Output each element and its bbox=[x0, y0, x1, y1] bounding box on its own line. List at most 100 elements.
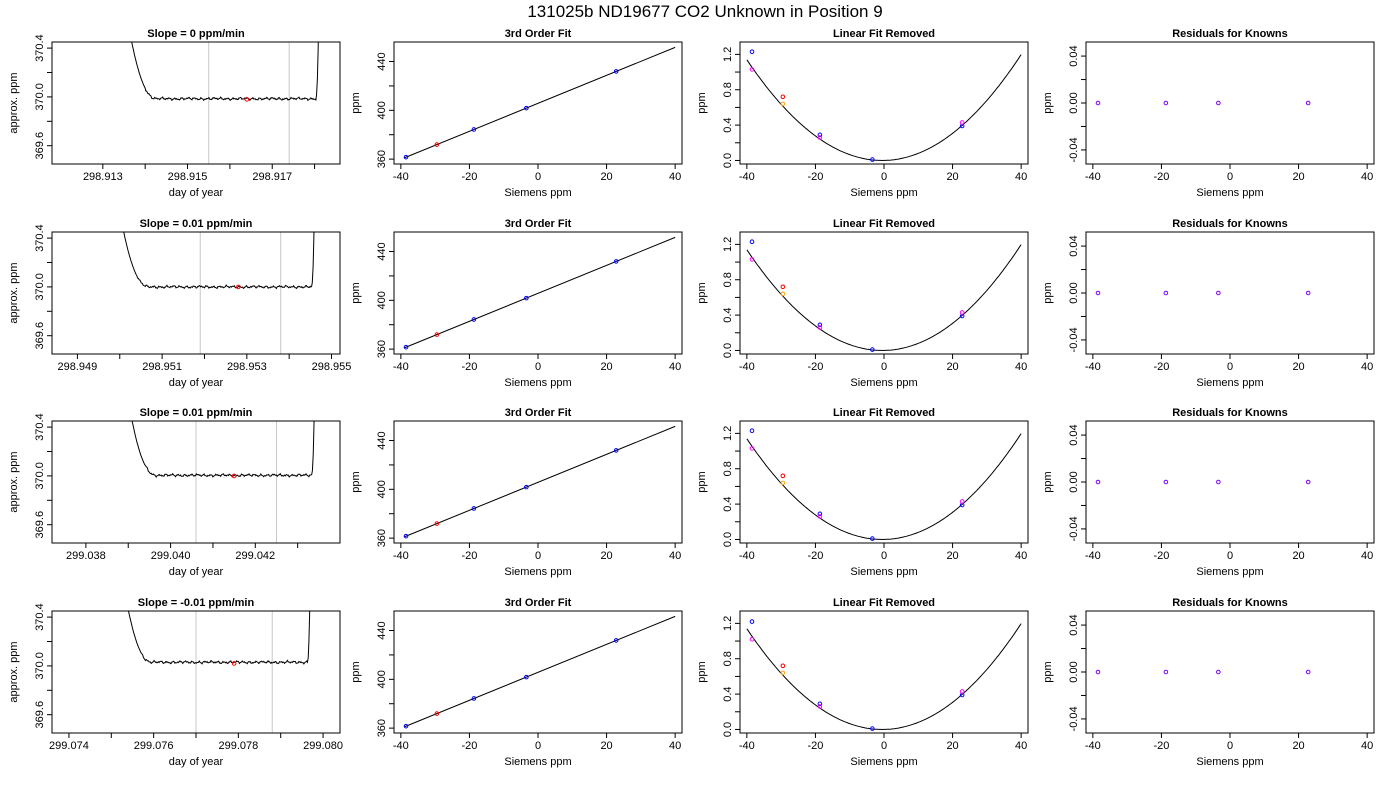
data-point bbox=[749, 257, 755, 262]
y-tick-label: 370.0 bbox=[34, 652, 46, 680]
residual-point bbox=[1095, 479, 1101, 485]
data-point bbox=[749, 619, 755, 624]
data-point bbox=[959, 689, 965, 694]
panel-title: Residuals for Knowns bbox=[1172, 407, 1288, 419]
fit-line bbox=[404, 425, 676, 538]
x-axis-label: day of year bbox=[169, 377, 224, 389]
panel-title: 3rd Order Fit bbox=[505, 28, 572, 40]
figure-title: 131025b ND19677 CO2 Unknown in Position … bbox=[527, 2, 882, 21]
panel-r4-c4: Residuals for Knowns -40 -20 0 20 40 -0.04 0.00… bbox=[1042, 597, 1375, 768]
x-tick-label: 298.949 bbox=[58, 361, 98, 373]
x-tick-label: 0 bbox=[881, 361, 887, 373]
y-axis-label: ppm bbox=[350, 92, 362, 113]
data-point bbox=[471, 696, 477, 701]
y-tick-label: 369.6 bbox=[34, 322, 46, 350]
y-tick-label: 0.8 bbox=[722, 272, 734, 287]
panel-title: Slope = -0.01 ppm/min bbox=[138, 597, 255, 609]
y-axis-label: ppm bbox=[1042, 471, 1054, 492]
x-tick-label: 40 bbox=[1015, 550, 1027, 562]
panel-title: 3rd Order Fit bbox=[505, 218, 572, 230]
x-tick-label: 40 bbox=[1015, 361, 1027, 373]
y-tick-label: 0.00 bbox=[1068, 92, 1080, 113]
x-tick-label: 0 bbox=[881, 740, 887, 752]
x-tick-label: 0 bbox=[1227, 171, 1233, 183]
y-tick-label: 370.4 bbox=[34, 603, 46, 631]
y-tick-label: 0.00 bbox=[1068, 471, 1080, 492]
fit-line bbox=[404, 615, 676, 728]
panel-r4-c2: 3rd Order Fit -40 -20 0 20 40 360 400 440 Siemens… bbox=[350, 597, 683, 768]
x-tick-label: 20 bbox=[600, 361, 612, 373]
y-tick-label: -0.04 bbox=[1068, 327, 1080, 352]
x-axis-label: Siemens ppm bbox=[850, 187, 917, 199]
y-axis-label: approx. ppm bbox=[8, 451, 20, 512]
x-tick-label: 0 bbox=[535, 171, 541, 183]
data-point bbox=[403, 533, 409, 539]
plot-area bbox=[403, 425, 676, 539]
data-point bbox=[817, 704, 823, 709]
panel-title: Residuals for Knowns bbox=[1172, 597, 1288, 609]
y-tick-label: 370.4 bbox=[34, 413, 46, 441]
plot-frame bbox=[393, 231, 683, 355]
panel-title: Linear Fit Removed bbox=[833, 407, 935, 419]
data-point bbox=[613, 638, 619, 643]
data-point bbox=[471, 127, 477, 132]
x-tick-label: 299.076 bbox=[134, 740, 174, 752]
y-tick-label: 0.00 bbox=[1068, 661, 1080, 682]
x-tick-label: 299.074 bbox=[49, 740, 89, 752]
x-tick-label: 0 bbox=[535, 740, 541, 752]
unknown-marker bbox=[231, 661, 237, 666]
plot-area bbox=[131, 421, 315, 543]
x-tick-label: 298.951 bbox=[142, 361, 182, 373]
residual-point bbox=[1216, 100, 1221, 106]
panel-title: Residuals for Knowns bbox=[1172, 218, 1288, 230]
x-tick-label: -40 bbox=[739, 171, 755, 183]
y-tick-label: 1.2 bbox=[722, 237, 734, 252]
data-point bbox=[749, 239, 755, 245]
y-tick-label: 0.00 bbox=[1068, 282, 1080, 303]
data-point bbox=[780, 480, 786, 486]
residual-point bbox=[1163, 669, 1169, 675]
x-tick-label: -40 bbox=[739, 740, 755, 752]
panel-r1-c4: Residuals for Knowns -40 -20 0 20 40 -0.04 0.00… bbox=[1042, 28, 1375, 199]
x-tick-label: 299.040 bbox=[151, 550, 191, 562]
x-tick-label: 40 bbox=[669, 171, 681, 183]
y-tick-label: 370.4 bbox=[34, 224, 46, 252]
x-tick-label: -20 bbox=[461, 361, 477, 373]
plot-area bbox=[403, 46, 676, 160]
plot-area bbox=[746, 239, 1022, 352]
data-point bbox=[870, 726, 875, 731]
y-tick-label: 369.6 bbox=[34, 511, 46, 539]
data-point bbox=[524, 295, 529, 301]
x-tick-label: 20 bbox=[1292, 550, 1304, 562]
plot-frame bbox=[51, 231, 341, 355]
x-axis-label: Siemens ppm bbox=[1196, 756, 1263, 768]
y-axis-label: ppm bbox=[696, 92, 708, 113]
plot-frame bbox=[51, 610, 341, 734]
y-tick-label: 0.4 bbox=[722, 117, 734, 132]
data-point bbox=[613, 448, 619, 453]
plot-frame bbox=[1085, 231, 1375, 355]
x-axis-label: day of year bbox=[169, 566, 224, 578]
plot-area bbox=[128, 611, 311, 733]
y-axis-label: approx. ppm bbox=[8, 72, 20, 133]
x-tick-label: -40 bbox=[1085, 550, 1101, 562]
x-axis-label: Siemens ppm bbox=[1196, 377, 1263, 389]
x-axis-label: day of year bbox=[169, 187, 224, 199]
plot-frame bbox=[51, 41, 341, 165]
y-tick-label: 400 bbox=[376, 101, 388, 119]
x-tick-label: 40 bbox=[669, 550, 681, 562]
y-tick-label: 370.0 bbox=[34, 462, 46, 490]
residual-point bbox=[1305, 290, 1311, 296]
x-tick-label: 298.953 bbox=[227, 361, 267, 373]
panel-r2-c3: Linear Fit Removed -40 -20 0 20 40 0.0 0.4 0.8 1.… bbox=[696, 218, 1029, 389]
data-point bbox=[524, 484, 529, 490]
data-point bbox=[403, 154, 409, 160]
x-tick-label: 299.078 bbox=[218, 740, 258, 752]
x-tick-label: -40 bbox=[1085, 740, 1101, 752]
panel-grid: Slope = 0 ppm/min 298.913 298.915 298.917 36… bbox=[8, 28, 1375, 768]
x-tick-label: 0 bbox=[535, 550, 541, 562]
plot-frame bbox=[1085, 610, 1375, 734]
residual-point bbox=[1305, 669, 1311, 675]
